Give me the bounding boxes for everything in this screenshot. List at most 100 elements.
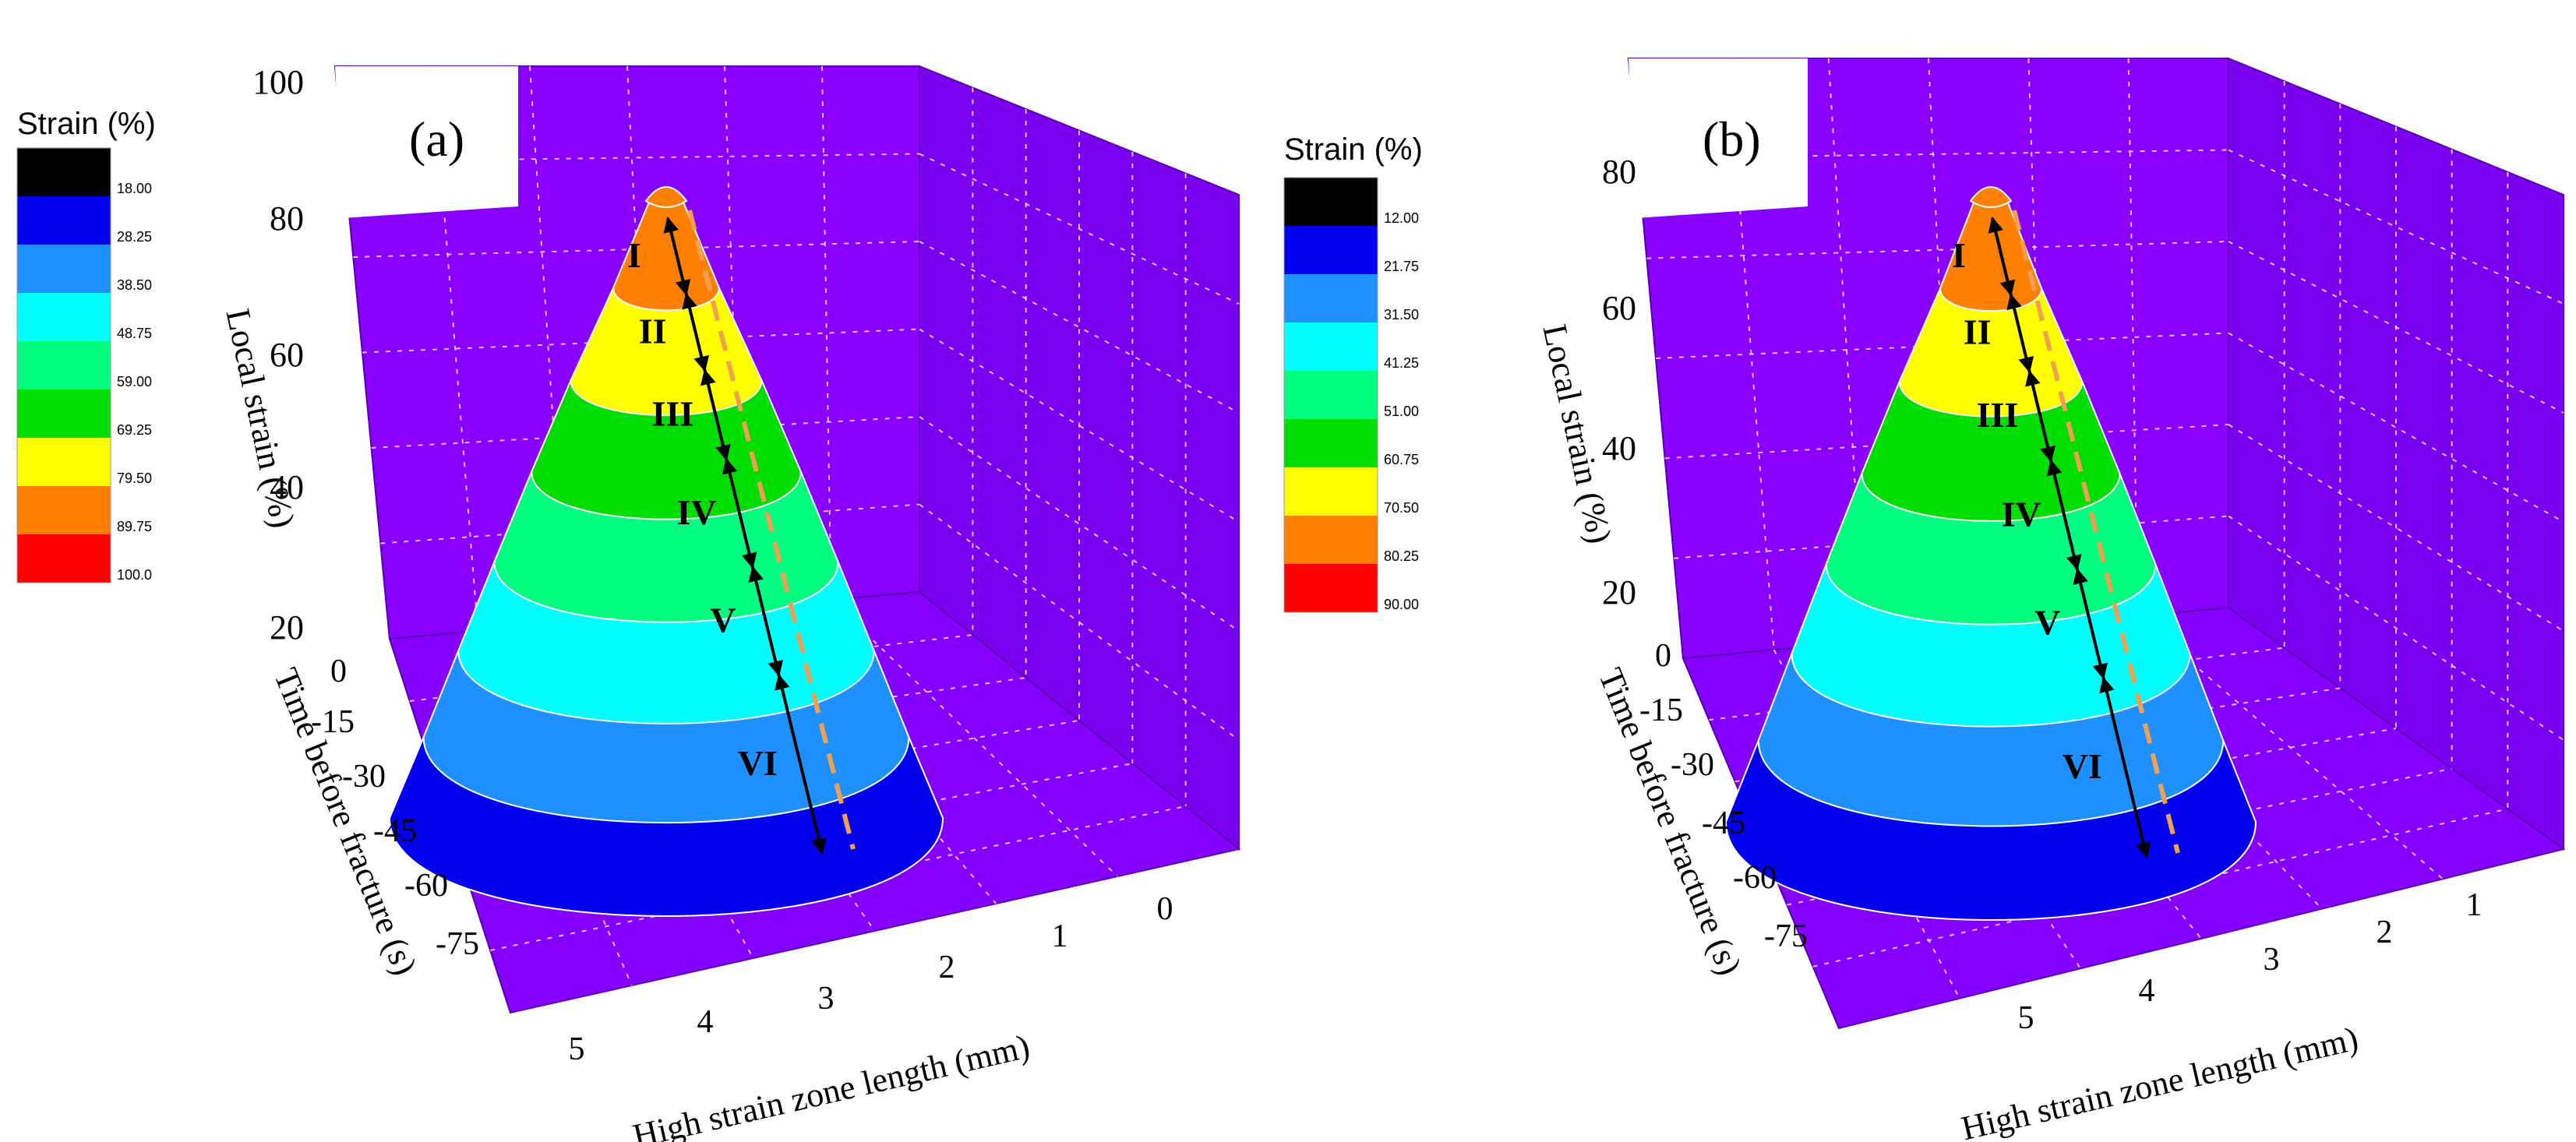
legend-label: 70.50 (1384, 500, 1419, 516)
stage-arrow (722, 457, 757, 569)
grid-line (830, 599, 1118, 877)
z-tick-label: 80 (270, 199, 304, 238)
y-tick-label: 0 (330, 654, 347, 689)
legend-title: Strain (%) (17, 107, 156, 141)
panel-label: (a) (409, 111, 464, 167)
legend-label: 12.00 (1384, 210, 1419, 226)
legend-label: 18.00 (117, 181, 152, 196)
legend-swatch (1284, 516, 1378, 564)
corner-cutout (335, 66, 518, 218)
legend-label: 31.50 (1384, 307, 1419, 323)
stage-label: II (639, 312, 667, 351)
stage-label: I (1952, 235, 1966, 275)
legend-swatch (17, 389, 111, 438)
z-tick-label: 60 (1602, 289, 1636, 327)
grid-line (2137, 615, 2444, 880)
z-tick-label: 60 (270, 336, 304, 374)
legend-label: 100.0 (117, 567, 152, 583)
surface-peak (1969, 186, 2013, 208)
x-axis-title: High strain zone length (mm) (1958, 1019, 2362, 1142)
x-tick-label: 2 (2377, 915, 2393, 950)
grid-line (344, 153, 920, 163)
stage-label: IV (2002, 494, 2041, 534)
grid-line (371, 416, 920, 449)
grid-line (919, 328, 1240, 523)
legend-swatch (17, 341, 111, 389)
legend-swatch (1284, 371, 1378, 419)
stage-arrow (1988, 217, 2016, 297)
grid-line (470, 763, 1133, 889)
stage-arrow (2006, 293, 2034, 373)
legend-swatch (17, 486, 111, 534)
stage-arrow (2025, 369, 2056, 463)
legend-swatch (1284, 226, 1378, 274)
x-tick-label: 1 (2466, 887, 2482, 923)
legend-label: 90.00 (1384, 597, 1419, 612)
stage-label: II (1964, 312, 1992, 352)
y-tick-label: -75 (436, 926, 479, 962)
legend-label: 79.50 (117, 471, 152, 486)
grid-line (821, 65, 832, 601)
stage-label: VI (2063, 746, 2102, 786)
legend-swatch (17, 293, 111, 341)
surface-peak (644, 186, 688, 208)
x-tick-label: 3 (818, 981, 835, 1017)
stage-label: V (2034, 603, 2060, 643)
y-tick-label: -60 (404, 868, 448, 904)
stage-label: VI (738, 743, 778, 783)
legend-label: 41.25 (1384, 355, 1419, 371)
stage-arrow (748, 566, 784, 677)
y-tick-label: -15 (1639, 693, 1683, 728)
grid-line (1827, 58, 1866, 642)
panel-label: (b) (1703, 111, 1761, 167)
stage-arrow (2073, 568, 2108, 680)
legend-label: 38.50 (117, 277, 152, 293)
legend-border (16, 147, 111, 583)
y-tick-label: -75 (1764, 918, 1808, 954)
x-tick-label: 2 (939, 950, 955, 985)
stage-label: IV (677, 492, 717, 532)
grid-line (919, 241, 1240, 414)
legend-swatch (1284, 467, 1378, 516)
legend-swatch (1284, 323, 1378, 371)
legend-label: 51.00 (1384, 404, 1419, 419)
grid-line (1655, 332, 2229, 359)
legend-label: 28.25 (117, 229, 152, 245)
grid-line (919, 503, 1240, 741)
color-legend: Strain (%) 12.00 21.75 31.50 41.25 51.00 60.75… (1283, 132, 1423, 613)
stage-arrow (682, 292, 709, 372)
legend-label: 59.00 (117, 374, 152, 389)
stage-arrow (663, 217, 691, 296)
x-tick-label: 3 (2264, 942, 2280, 978)
legend-label: 89.75 (117, 519, 152, 534)
x-tick-label: 5 (569, 1031, 585, 1067)
x-tick-label: 0 (1157, 891, 1173, 927)
legend-label: 60.75 (1384, 452, 1419, 467)
stage-arrow (2046, 459, 2082, 571)
legend-swatch (1284, 274, 1378, 323)
panel-a: IIIIIIIVVVI(a)100806040200-15-30-45-60-7… (16, 63, 1241, 1142)
gridlines (344, 65, 1240, 986)
z-tick-label: 100 (252, 63, 304, 101)
legend-swatch (17, 196, 111, 245)
z-tick-label: 80 (1602, 153, 1636, 191)
legend-swatch (17, 245, 111, 293)
y-tick-label: -45 (373, 813, 417, 849)
grid-line (1646, 241, 2229, 259)
legend-swatch (1284, 419, 1378, 467)
corner-cutout (1629, 58, 1808, 218)
stage-arrow (2099, 676, 2151, 858)
y-tick-label: -15 (311, 704, 355, 740)
stage-label: I (627, 235, 641, 275)
y-tick-label: -45 (1702, 805, 1745, 841)
x-tick-label: 4 (697, 1004, 714, 1040)
grid-line (2228, 515, 2564, 741)
legend-border (1283, 177, 1378, 613)
color-legend: Strain (%) 18.00 28.25 38.50 48.75 59.00 69.25… (16, 107, 156, 583)
y-tick-label: -30 (1671, 747, 1714, 783)
grid-line (2045, 623, 2323, 910)
panel-b: IIIIIIIVVVI(b)806040200-15-30-45-60-7512… (1283, 57, 2566, 1142)
